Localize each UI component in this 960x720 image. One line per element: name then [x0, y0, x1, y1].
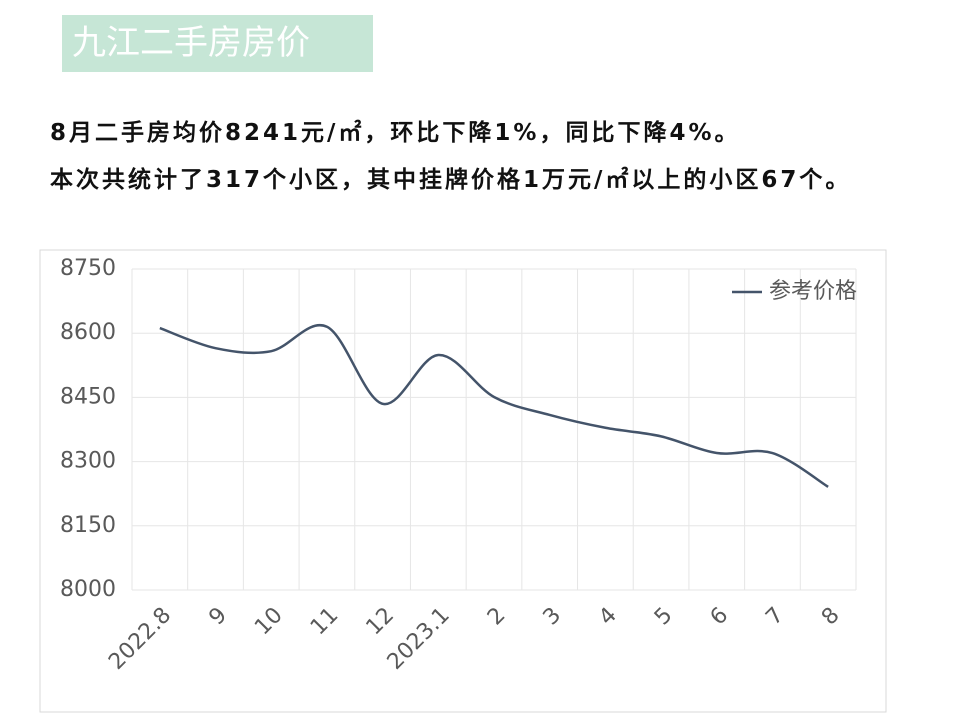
chart-frame	[39, 249, 887, 713]
x-tick-label: 4	[594, 603, 622, 631]
y-tick-label: 8750	[60, 256, 116, 281]
y-tick-label: 8300	[60, 449, 116, 474]
x-tick-label: 5	[650, 603, 678, 631]
x-tick-label: 7	[761, 603, 789, 631]
y-tick-label: 8600	[60, 320, 116, 345]
summary-line: 8月二手房均价8241元/㎡，环比下降1%，同比下降4%。	[50, 120, 741, 146]
x-tick-label: 8	[817, 603, 845, 631]
y-tick-label: 8000	[60, 577, 116, 602]
x-tick-label: 10	[250, 603, 287, 640]
summary: 8月二手房均价8241元/㎡，环比下降1%，同比下降4%。 本次共统计了317个…	[50, 110, 880, 204]
summary-line: 本次共统计了317个小区，其中挂牌价格1万元/㎡以上的小区67个。	[50, 167, 852, 193]
x-tick-label: 3	[539, 603, 567, 631]
x-tick-label: 11	[306, 603, 343, 640]
line	[159, 323, 829, 488]
x-tick-label: 6	[706, 603, 734, 631]
x-tick-label: 9	[204, 603, 232, 631]
legend-label: 参考价格	[769, 279, 857, 304]
x-tick-label: 2	[483, 603, 511, 631]
x-tick-label: 12	[362, 603, 399, 640]
page-title: 九江二手房房价	[62, 15, 373, 72]
y-tick-label: 8150	[60, 513, 116, 538]
x-tick-label: 2023.1	[383, 603, 455, 675]
y-tick-label: 8450	[60, 384, 116, 409]
x-tick-label: 2022.8	[104, 603, 176, 675]
